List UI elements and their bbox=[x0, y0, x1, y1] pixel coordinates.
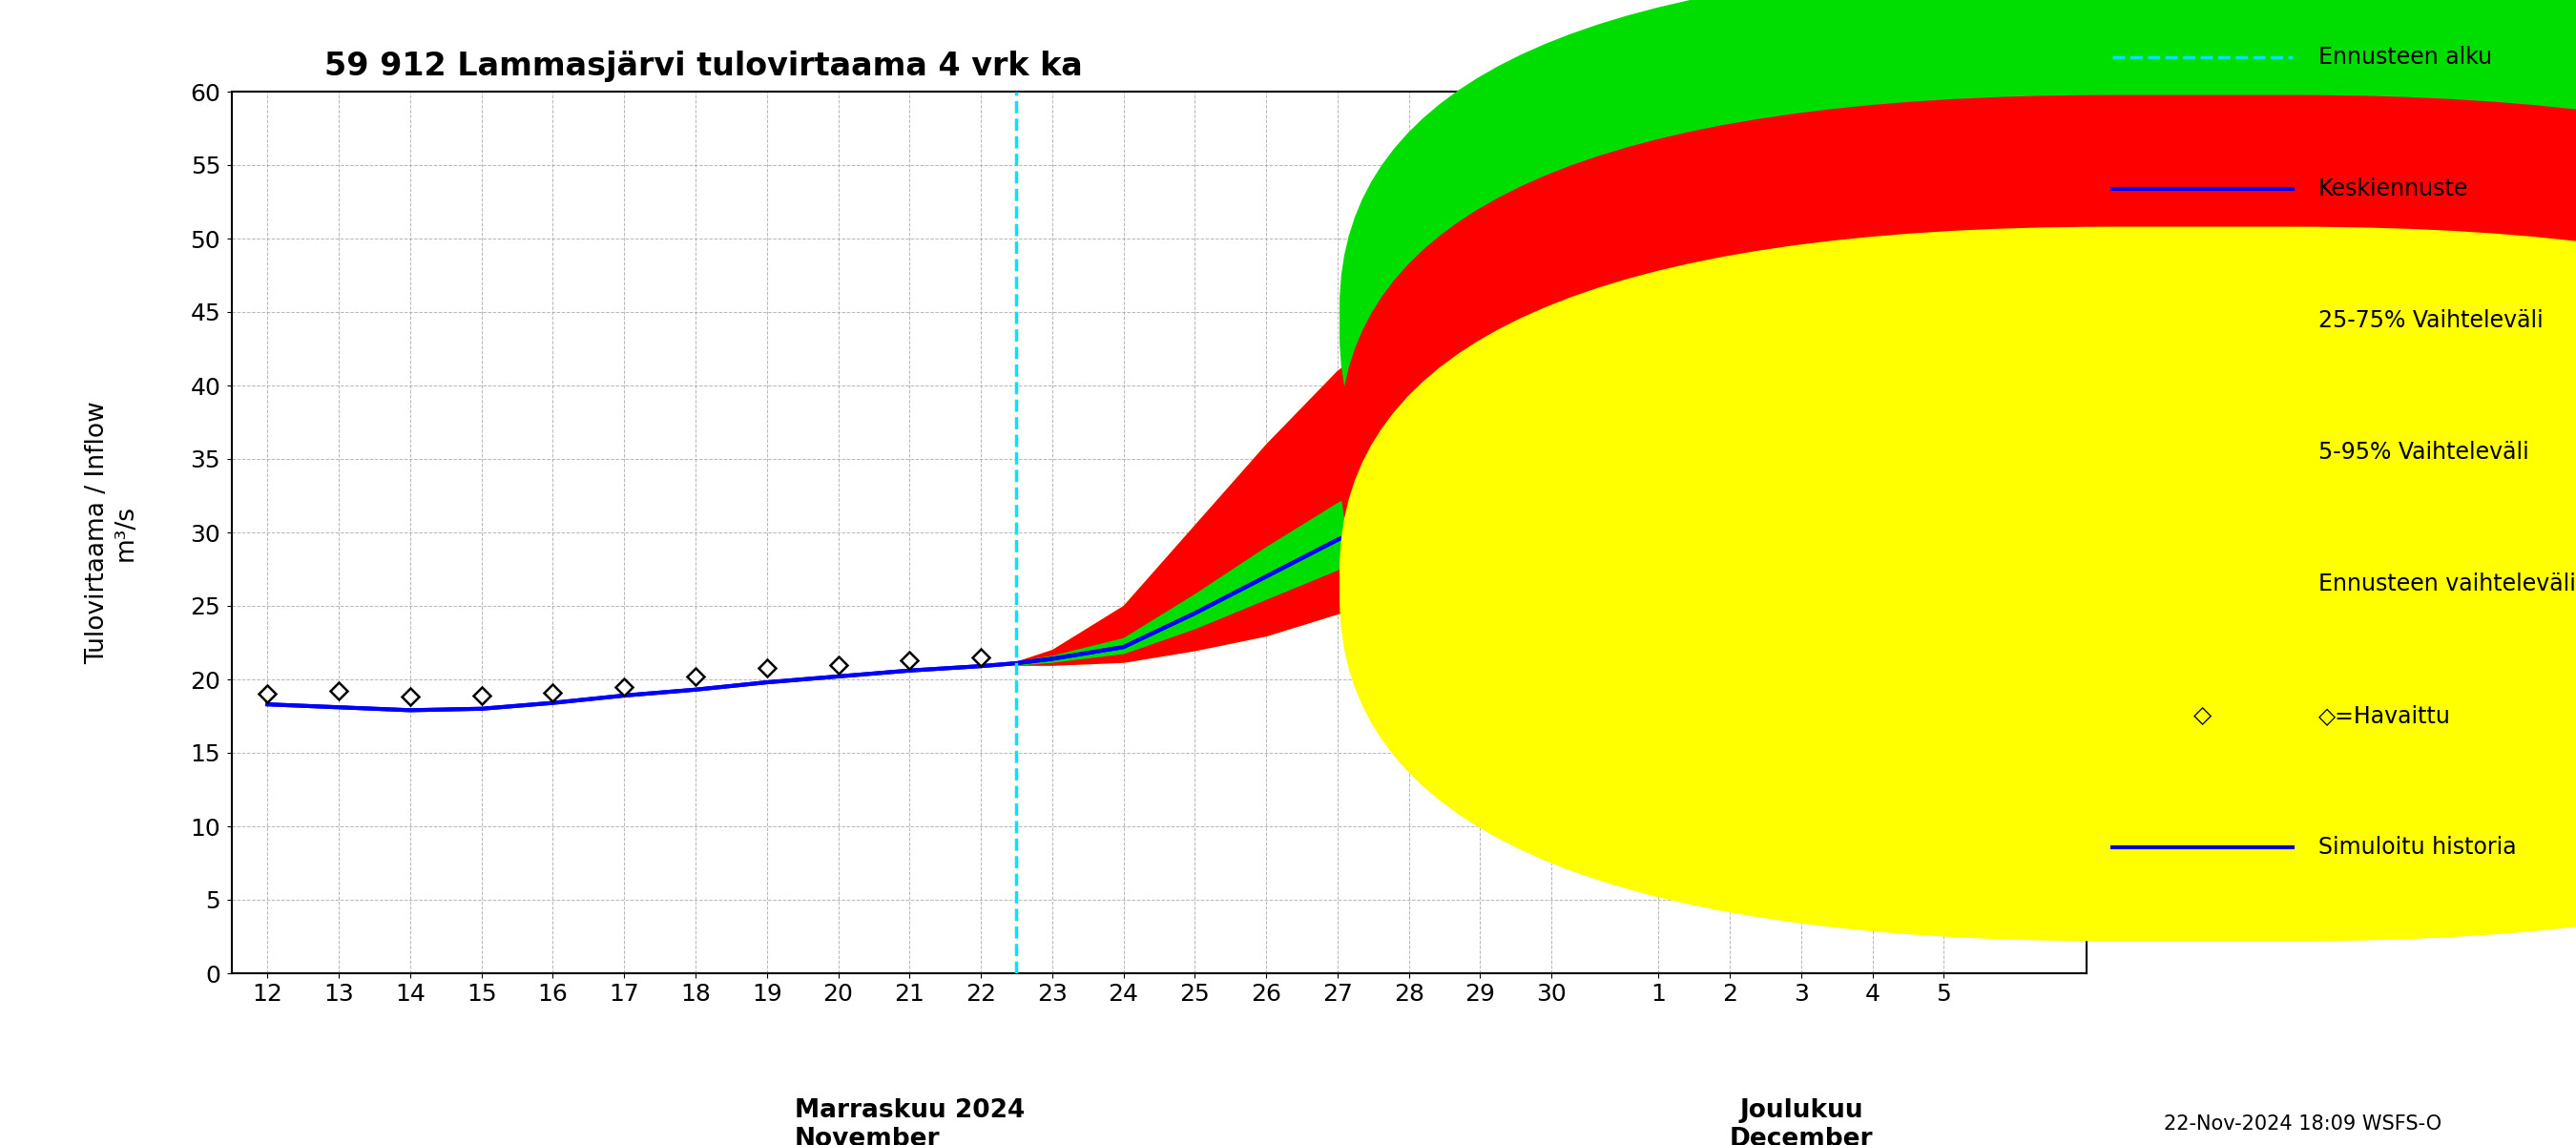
Text: 5-95% Vaihteleväli: 5-95% Vaihteleväli bbox=[2318, 441, 2530, 464]
Text: 59 912 Lammasjärvi tulovirtaama 4 vrk ka: 59 912 Lammasjärvi tulovirtaama 4 vrk ka bbox=[325, 50, 1082, 82]
Text: ◇=Havaittu: ◇=Havaittu bbox=[2318, 704, 2450, 727]
Text: Marraskuu 2024
November: Marraskuu 2024 November bbox=[793, 1098, 1025, 1145]
Text: 22-Nov-2024 18:09 WSFS-O: 22-Nov-2024 18:09 WSFS-O bbox=[2164, 1114, 2442, 1134]
Text: ◇: ◇ bbox=[2192, 704, 2213, 727]
Text: Joulukuu
December: Joulukuu December bbox=[1728, 1098, 1873, 1145]
Text: Keskiennuste: Keskiennuste bbox=[2318, 177, 2468, 200]
Text: 25-75% Vaihteleväli: 25-75% Vaihteleväli bbox=[2318, 309, 2543, 332]
Text: Tulovirtaama / Inflow
m³/s: Tulovirtaama / Inflow m³/s bbox=[85, 401, 139, 664]
Text: Ennusteen vaihteleväli: Ennusteen vaihteleväli bbox=[2318, 572, 2576, 595]
Text: Simuloitu historia: Simuloitu historia bbox=[2318, 836, 2517, 859]
Text: Ennusteen alku: Ennusteen alku bbox=[2318, 46, 2491, 69]
